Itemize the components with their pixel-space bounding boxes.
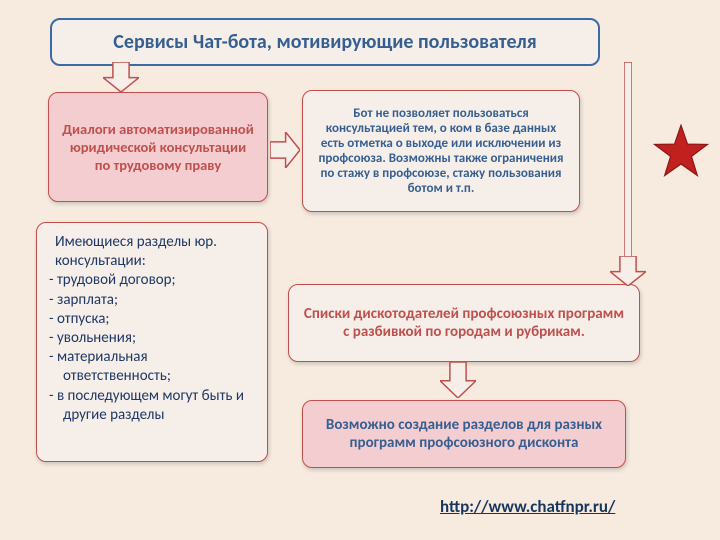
box-restrictions-text: Бот не позволяет пользоваться консультац…	[315, 106, 567, 196]
legal-sections-list: Имеющиеся разделы юр. консультации: - тр…	[36, 222, 268, 462]
arrow-lists-to-sections	[440, 362, 476, 398]
star-icon	[652, 124, 710, 182]
list-item: - материальная ответственность;	[49, 348, 255, 386]
arrow-dialogs-to-restrict	[270, 132, 300, 168]
title-text: Сервисы Чат-бота, мотивирующие пользоват…	[113, 30, 536, 54]
box-lists-text: Списки дискотодателей профсоюзных програ…	[301, 305, 627, 341]
arrow-title-to-dialogs	[103, 62, 139, 92]
footer-link[interactable]: http://www.chatfnpr.ru/	[440, 496, 615, 517]
list-items: - зарплата;- отпуска;- увольнения;- мате…	[49, 291, 255, 425]
title-box: Сервисы Чат-бота, мотивирующие пользоват…	[50, 18, 600, 66]
list-item: - зарплата;	[49, 291, 255, 310]
list-item: - увольнения;	[49, 329, 255, 348]
list-item: - в последующем могут быть и другие разд…	[49, 387, 255, 425]
arrow-title-to-lists-head	[610, 256, 646, 286]
footer-link-text: http://www.chatfnpr.ru/	[440, 496, 615, 517]
arrow-title-to-lists-stem	[624, 62, 632, 278]
box-lists: Списки дискотодателей профсоюзных програ…	[288, 284, 640, 362]
box-dialogs: Диалоги автоматизированной юридической к…	[48, 92, 268, 202]
list-intro: Имеющиеся разделы юр. консультации:	[49, 233, 255, 271]
box-sections-text: Возможно создание разделов для разных пр…	[315, 416, 613, 452]
box-sections: Возможно создание разделов для разных пр…	[302, 400, 626, 468]
box-dialogs-text: Диалоги автоматизированной юридической к…	[61, 120, 255, 174]
list-item: - отпуска;	[49, 310, 255, 329]
box-restrictions: Бот не позволяет пользоваться консультац…	[302, 90, 580, 212]
list-first-item: - трудовой договор;	[49, 271, 255, 290]
